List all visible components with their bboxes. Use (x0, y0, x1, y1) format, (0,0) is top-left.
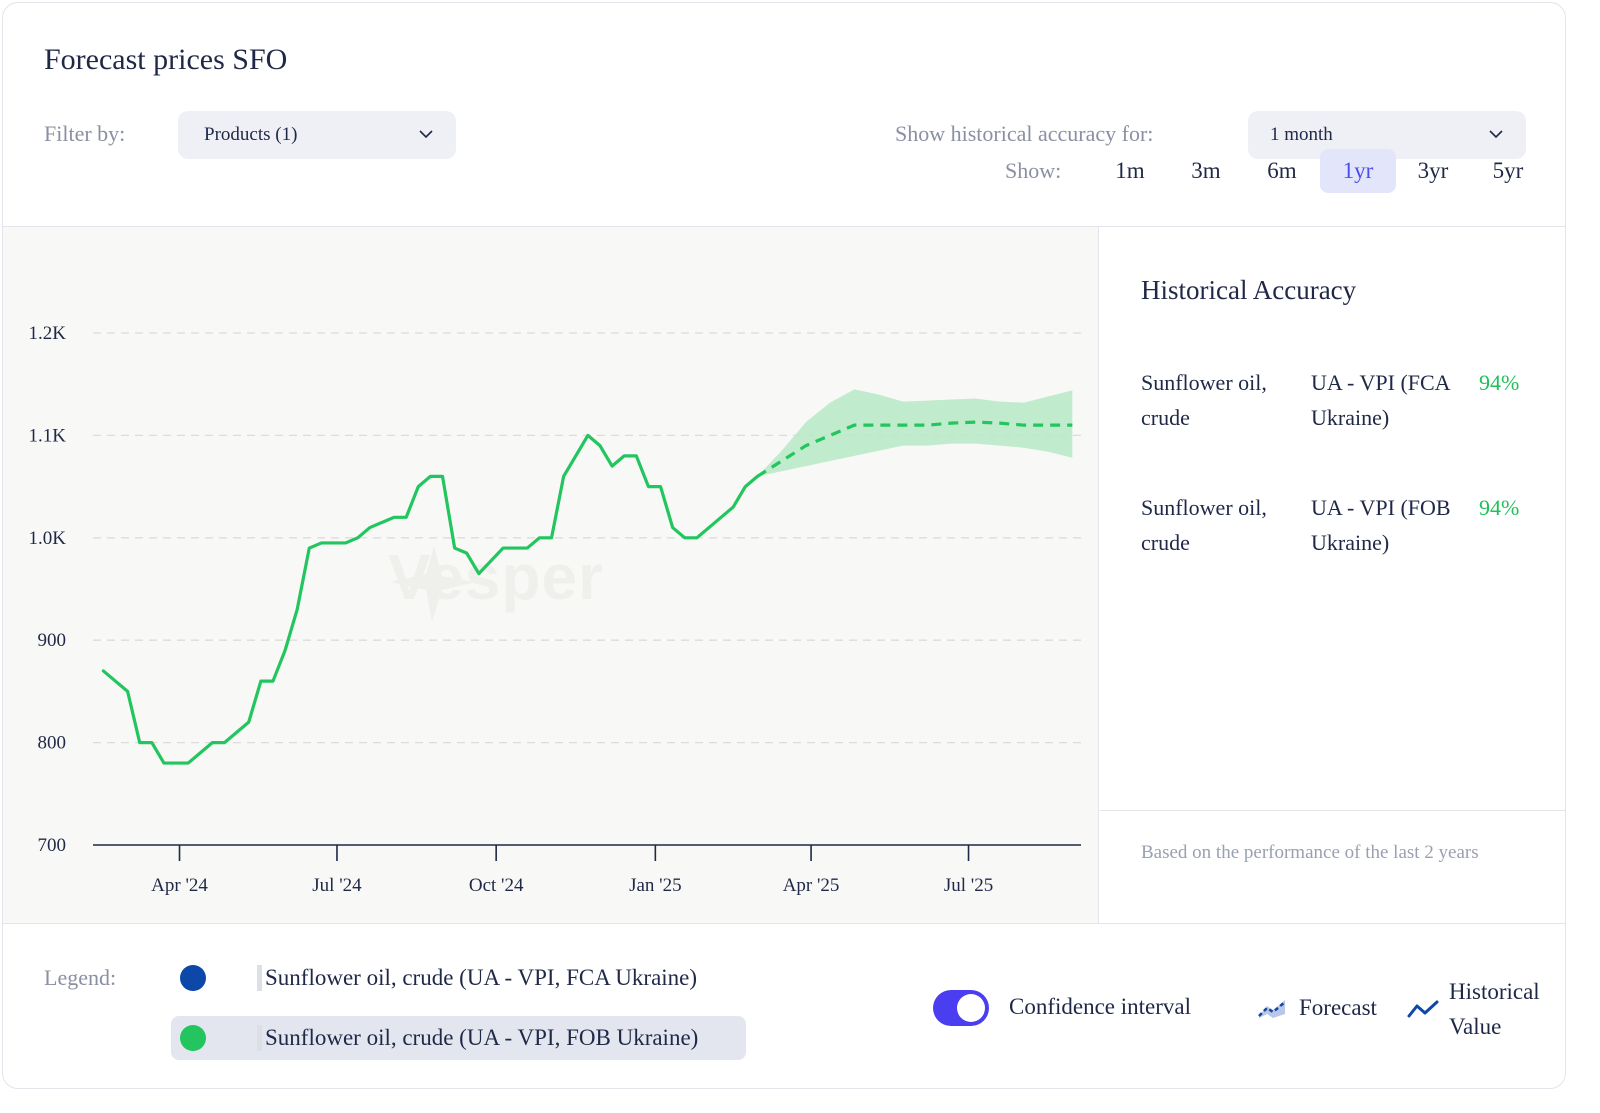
price-chart: 700 800 900 1.0K 1.1K 1.2K Apr '24 Jul '24 Oct '… (29, 323, 1081, 896)
accuracy-panel: Historical Accuracy Sunflower oil, crude… (1100, 227, 1565, 923)
accuracy-period-value: 1 month (1270, 124, 1333, 145)
historical-key-label-1: Historical (1449, 979, 1540, 1004)
show-label: Show: (1005, 158, 1062, 183)
accuracy-note: Based on the performance of the last 2 y… (1141, 842, 1479, 863)
accuracy-value: 94% (1479, 370, 1520, 395)
forecast-icon (1258, 1000, 1286, 1018)
page-title: Forecast prices SFO (44, 43, 288, 76)
x-tick-label: Apr '25 (783, 875, 840, 896)
x-tick-label: Oct '24 (469, 875, 524, 896)
vesper-watermark: Vesper (388, 540, 604, 622)
accuracy-product: Sunflower oil, crude (1141, 495, 1267, 555)
historical-key-label-2: Value (1449, 1014, 1502, 1039)
y-tick-label: 900 (38, 630, 67, 651)
range-button-5yr[interactable]: 5yr (1492, 158, 1524, 183)
accuracy-source: UA - VPI (FCA Ukraine) (1311, 370, 1450, 430)
accuracy-label: Show historical accuracy for: (895, 121, 1154, 146)
legend-item-fca[interactable]: Sunflower oil, crude (UA - VPI, FCA Ukra… (171, 956, 746, 1000)
y-tick-label: 700 (38, 835, 67, 856)
confidence-band (757, 389, 1073, 477)
accuracy-product: Sunflower oil, crude (1141, 370, 1267, 430)
legend-marker (257, 965, 262, 991)
range-button-1m[interactable]: 1m (1115, 158, 1145, 183)
range-button-1yr[interactable]: 1yr (1320, 149, 1396, 193)
x-tick-label: Jul '25 (944, 875, 993, 896)
y-tick-label: 1.0K (29, 528, 67, 549)
forecast-key-label: Forecast (1299, 995, 1377, 1020)
historical-value-icon (1407, 1000, 1439, 1018)
legend-footer: Legend: Sunflower oil, crude (UA - VPI, … (3, 923, 1565, 1088)
x-tick-label: Jul '24 (312, 875, 362, 896)
x-tick-label: Apr '24 (151, 875, 208, 896)
accuracy-title: Historical Accuracy (1141, 275, 1357, 305)
products-select[interactable]: Products (1) (178, 111, 456, 159)
legend-item-label: Sunflower oil, crude (UA - VPI, FOB Ukra… (265, 1025, 699, 1050)
header: Forecast prices SFO Filter by: Products … (3, 3, 1565, 227)
y-tick-label: 1.2K (29, 323, 67, 344)
filter-label: Filter by: (44, 121, 126, 146)
y-tick-label: 1.1K (29, 425, 67, 446)
legend-dot (180, 965, 206, 991)
forecast-card: Forecast prices SFO Filter by: Products … (2, 2, 1566, 1089)
chevron-down-icon (1489, 130, 1503, 139)
confidence-interval-label: Confidence interval (1009, 994, 1192, 1019)
legend-label: Legend: (44, 965, 117, 990)
legend-dot (180, 1025, 206, 1051)
historical-series-line (101, 433, 760, 765)
range-button-3m[interactable]: 3m (1191, 158, 1221, 183)
products-select-value: Products (1) (204, 124, 298, 145)
x-tick-label: Jan '25 (629, 875, 682, 896)
vesper-star-icon (390, 546, 476, 622)
chevron-down-icon (419, 130, 433, 139)
accuracy-value: 94% (1479, 495, 1520, 520)
y-tick-label: 800 (38, 733, 67, 754)
range-button-6m[interactable]: 6m (1267, 158, 1297, 183)
accuracy-source: UA - VPI (FOB Ukraine) (1311, 495, 1451, 555)
forecast-series-line (756, 420, 1073, 478)
divider (1100, 810, 1565, 811)
chart-area: Vesper 700 800 900 1.0K 1.1K 1.2K Apr '24 Jul '… (3, 227, 1099, 923)
legend-item-fob[interactable]: Sunflower oil, crude (UA - VPI, FOB Ukra… (171, 1016, 746, 1060)
legend-marker (257, 1025, 262, 1051)
confidence-interval-toggle[interactable] (933, 990, 989, 1026)
range-button-3yr[interactable]: 3yr (1417, 158, 1449, 183)
legend-item-label: Sunflower oil, crude (UA - VPI, FCA Ukra… (265, 965, 698, 990)
toggle-knob (957, 994, 985, 1022)
